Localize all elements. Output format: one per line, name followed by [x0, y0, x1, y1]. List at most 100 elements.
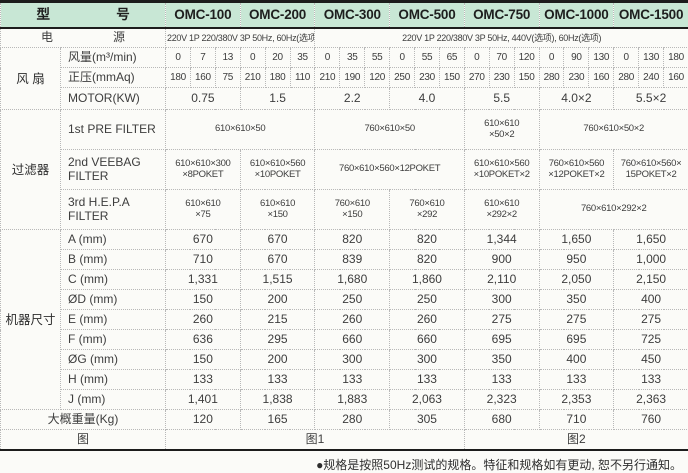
- spec-cell: 120: [365, 68, 390, 88]
- model-header-omc750: OMC-750: [464, 2, 539, 28]
- spec-cell: 2,323: [464, 390, 539, 410]
- spec-cell: 1.5: [240, 88, 315, 110]
- spec-cell: 820: [390, 250, 465, 270]
- spec-cell: 760×610×50: [315, 110, 464, 150]
- row-label-veebag-filter: 2nd VEEBAG FILTER: [61, 150, 166, 190]
- spec-cell: 1,331: [166, 270, 241, 290]
- spec-cell: 610×610 ×75: [166, 190, 241, 230]
- spec-cell: 120: [166, 410, 241, 430]
- row-label: ØD (mm): [61, 290, 166, 310]
- spec-cell: 760×610×50×2: [539, 110, 688, 150]
- spec-cell: 275: [539, 310, 614, 330]
- row-label-hepa-filter: 3rd H.E.P.A FILTER: [61, 190, 166, 230]
- spec-cell: 210: [315, 68, 340, 88]
- spec-cell: 1,838: [240, 390, 315, 410]
- spec-cell: 5.5×2: [614, 88, 688, 110]
- row-label-pressure: 正压(mmAq): [61, 68, 166, 88]
- spec-cell: 275: [614, 310, 688, 330]
- spec-cell: 760×610 ×150: [315, 190, 390, 230]
- spec-cell: 215: [240, 310, 315, 330]
- spec-cell: 610×610×560 ×10POKET: [240, 150, 315, 190]
- pressure-row: 正压(mmAq) 180 160 75 210 180 110 210 190 …: [1, 68, 688, 88]
- spec-cell: 0: [390, 48, 415, 68]
- spec-cell: 20: [265, 48, 290, 68]
- group-label-filter: 过滤器: [1, 110, 61, 230]
- spec-cell: 250: [390, 290, 465, 310]
- spec-cell: 400: [539, 350, 614, 370]
- model-header-omc500: OMC-500: [390, 2, 465, 28]
- spec-cell: 133: [240, 370, 315, 390]
- spec-cell: 13: [215, 48, 240, 68]
- spec-cell: 660: [315, 330, 390, 350]
- spec-cell: 133: [166, 370, 241, 390]
- spec-cell: 1,883: [315, 390, 390, 410]
- spec-cell: 710: [166, 250, 241, 270]
- spec-cell: 1,860: [390, 270, 465, 290]
- spec-cell: 760×610 ×292: [390, 190, 465, 230]
- spec-cell: 1,000: [614, 250, 688, 270]
- model-header-omc100: OMC-100: [166, 2, 241, 28]
- spec-cell: 165: [240, 410, 315, 430]
- spec-table: 型 号 OMC-100 OMC-200 OMC-300 OMC-500 OMC-…: [0, 0, 688, 451]
- dim-row-b: B (mm) 710 670 839 820 900 950 1,000: [1, 250, 688, 270]
- spec-cell: 400: [614, 290, 688, 310]
- spec-cell: 610×610 ×292×2: [464, 190, 539, 230]
- spec-cell: 1,680: [315, 270, 390, 290]
- spec-cell: 35: [340, 48, 365, 68]
- spec-cell: 275: [464, 310, 539, 330]
- spec-cell: 760×610×292×2: [539, 190, 688, 230]
- model-header-omc1000: OMC-1000: [539, 2, 614, 28]
- spec-cell: 610×610×560 ×10POKET×2: [464, 150, 539, 190]
- dim-row-e: E (mm) 260 215 260 260 275 275 275: [1, 310, 688, 330]
- pre-filter-row: 过滤器 1st PRE FILTER 610×610×50 760×610×50…: [1, 110, 688, 150]
- spec-cell: 260: [390, 310, 465, 330]
- row-label-airflow: 风量(m³/min): [61, 48, 166, 68]
- power-label: 电 源: [1, 28, 166, 48]
- spec-cell: 350: [539, 290, 614, 310]
- spec-cell: 2,150: [614, 270, 688, 290]
- dim-row-j: J (mm) 1,401 1,838 1,883 2,063 2,323 2,3…: [1, 390, 688, 410]
- spec-cell: 660: [390, 330, 465, 350]
- spec-cell: 610×610×300 ×8POKET: [166, 150, 241, 190]
- power-spec-cell: 220V 1P 220/380V 3P 50Hz, 60Hz(选项): [166, 28, 315, 48]
- spec-cell: 133: [464, 370, 539, 390]
- spec-cell: 760×610×560 ×12POKET×2: [539, 150, 614, 190]
- spec-cell: 725: [614, 330, 688, 350]
- spec-cell: 160: [589, 68, 614, 88]
- spec-cell: 2,063: [390, 390, 465, 410]
- spec-cell: 450: [614, 350, 688, 370]
- spec-cell: 710: [539, 410, 614, 430]
- spec-cell: 300: [315, 350, 390, 370]
- spec-cell: 270: [464, 68, 489, 88]
- hepa-filter-row: 3rd H.E.P.A FILTER 610×610 ×75 610×610 ×…: [1, 190, 688, 230]
- spec-cell: 240: [639, 68, 664, 88]
- spec-cell: 4.0×2: [539, 88, 614, 110]
- spec-cell: 280: [315, 410, 390, 430]
- spec-cell: 1,650: [614, 230, 688, 250]
- power-spec-cell: 220V 1P 220/380V 3P 50Hz, 440V(选项), 60Hz…: [315, 28, 688, 48]
- dim-row-h: H (mm) 133 133 133 133 133 133 133: [1, 370, 688, 390]
- model-header-label: 型 号: [1, 2, 166, 28]
- motor-row: MOTOR(KW) 0.75 1.5 2.2 4.0 5.5 4.0×2 5.5…: [1, 88, 688, 110]
- spec-cell: 190: [340, 68, 365, 88]
- spec-cell: 680: [464, 410, 539, 430]
- spec-cell: 200: [240, 290, 315, 310]
- spec-cell: 350: [464, 350, 539, 370]
- spec-cell: 250: [315, 290, 390, 310]
- spec-cell: 0: [315, 48, 340, 68]
- spec-cell: 1,401: [166, 390, 241, 410]
- row-label: H (mm): [61, 370, 166, 390]
- spec-cell: 180: [166, 68, 191, 88]
- spec-cell: 160: [190, 68, 215, 88]
- model-header-omc1500: OMC-1500: [614, 2, 688, 28]
- model-header-omc300: OMC-300: [315, 2, 390, 28]
- spec-cell: 7: [190, 48, 215, 68]
- row-label-diagram: 图: [1, 430, 166, 450]
- spec-cell: 230: [489, 68, 514, 88]
- spec-cell: 305: [390, 410, 465, 430]
- row-label: C (mm): [61, 270, 166, 290]
- spec-cell: 55: [365, 48, 390, 68]
- spec-cell: 839: [315, 250, 390, 270]
- row-label: B (mm): [61, 250, 166, 270]
- spec-cell: 820: [390, 230, 465, 250]
